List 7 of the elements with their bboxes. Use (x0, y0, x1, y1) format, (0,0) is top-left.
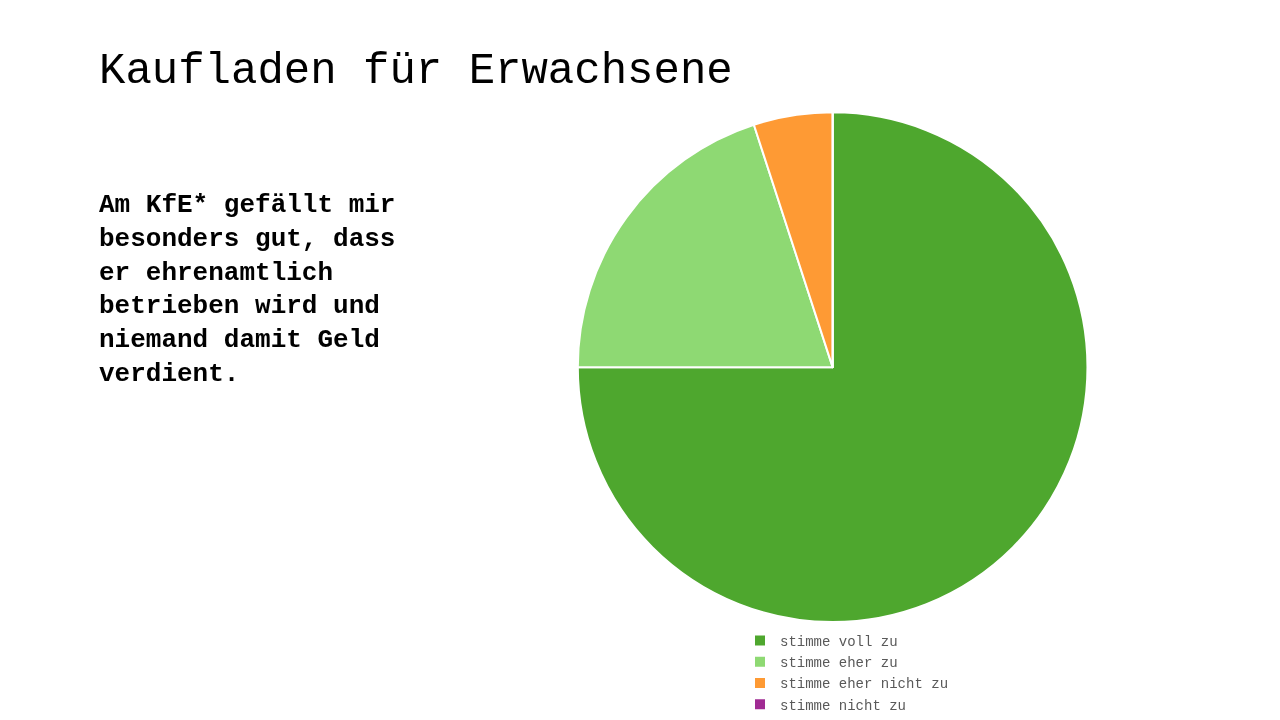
text: Am KfE* gefällt mir besonders gut, dass er ehrenamtlich betrieben wird und niemand damit Geld verdient. (99, 190, 396, 389)
legend-label: stimme nicht zu (780, 697, 907, 714)
legend-label: stimme eher zu (780, 655, 898, 672)
chart-title: Kaufladen für Erwachsene (99, 46, 733, 96)
pie-slice (576, 111, 1089, 623)
legend-label: stimme voll zu (780, 634, 898, 651)
legend-label: stimme eher nicht zu (780, 676, 949, 693)
